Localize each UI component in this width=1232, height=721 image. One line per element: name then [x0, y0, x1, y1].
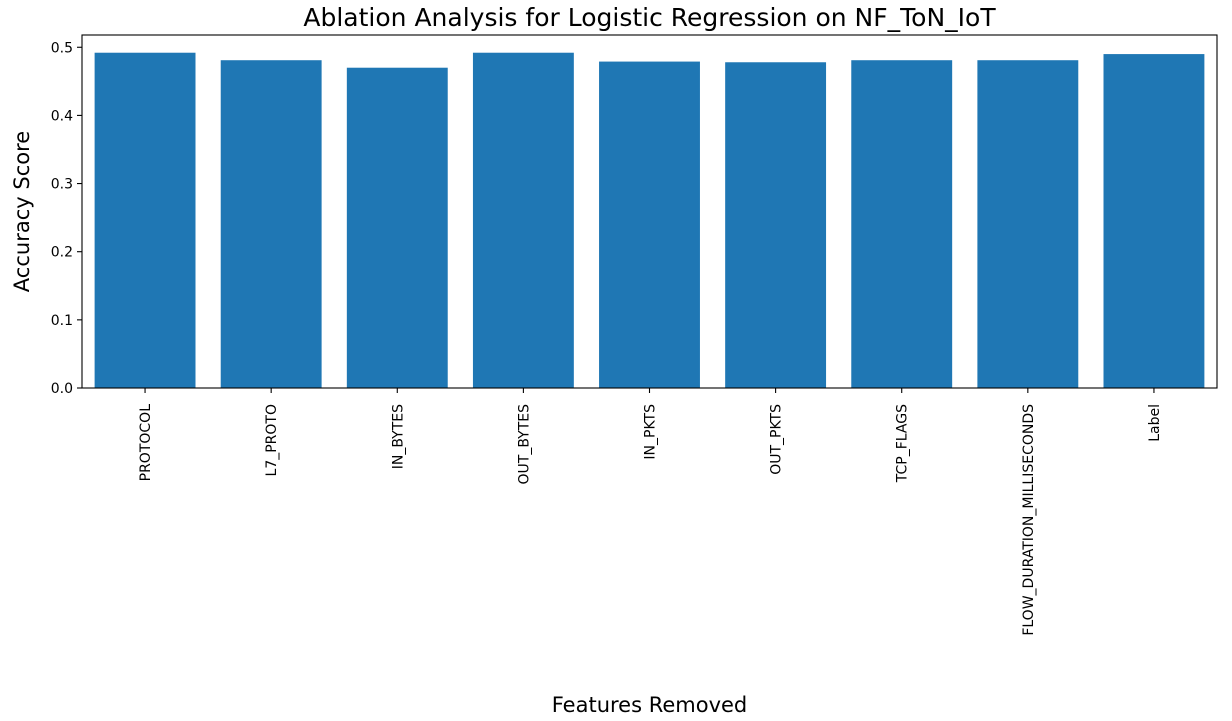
x-tick-label: TCP_FLAGS — [895, 404, 911, 483]
y-tick-label: 0.4 — [51, 108, 73, 124]
y-axis-ticks: 0.0 0.1 0.2 0.3 0.4 0.5 — [51, 40, 82, 397]
bar-tcp-flags — [851, 60, 953, 388]
x-tick-label: PROTOCOL — [138, 404, 154, 482]
x-tick-label: IN_BYTES — [390, 404, 406, 469]
bar-protocol — [94, 52, 196, 389]
x-tick-label: FLOW_DURATION_MILLISECONDS — [1021, 404, 1037, 636]
bar-out-pkts — [725, 62, 827, 388]
x-axis-ticks: PROTOCOL L7_PROTO IN_BYTES OUT_BYTES IN_PKTS… — [138, 388, 1163, 636]
x-axis-label: Features Removed — [552, 693, 748, 717]
bar-series — [94, 52, 1205, 389]
x-tick-label: L7_PROTO — [264, 404, 280, 476]
y-tick-label: 0.5 — [51, 40, 73, 56]
x-tick-label: IN_PKTS — [643, 404, 659, 460]
y-tick-label: 0.0 — [51, 381, 73, 397]
bar-in-bytes — [346, 67, 448, 389]
x-tick-label: OUT_PKTS — [769, 404, 785, 475]
y-tick-label: 0.1 — [51, 313, 73, 329]
plot-frame — [81, 34, 1218, 389]
bar-label — [1103, 54, 1205, 388]
bar-l7-proto — [220, 60, 322, 388]
y-axis-label: Accuracy Score — [10, 131, 34, 292]
y-tick-label: 0.2 — [51, 245, 73, 261]
bar-out-bytes — [472, 52, 574, 389]
x-tick-label: Label — [1147, 404, 1163, 442]
bar-flow-duration-milliseconds — [977, 60, 1079, 388]
x-tick-label: OUT_BYTES — [516, 404, 532, 485]
chart-title: Ablation Analysis for Logistic Regressio… — [303, 3, 996, 32]
y-tick-label: 0.3 — [51, 177, 73, 193]
bar-in-pkts — [599, 61, 700, 389]
